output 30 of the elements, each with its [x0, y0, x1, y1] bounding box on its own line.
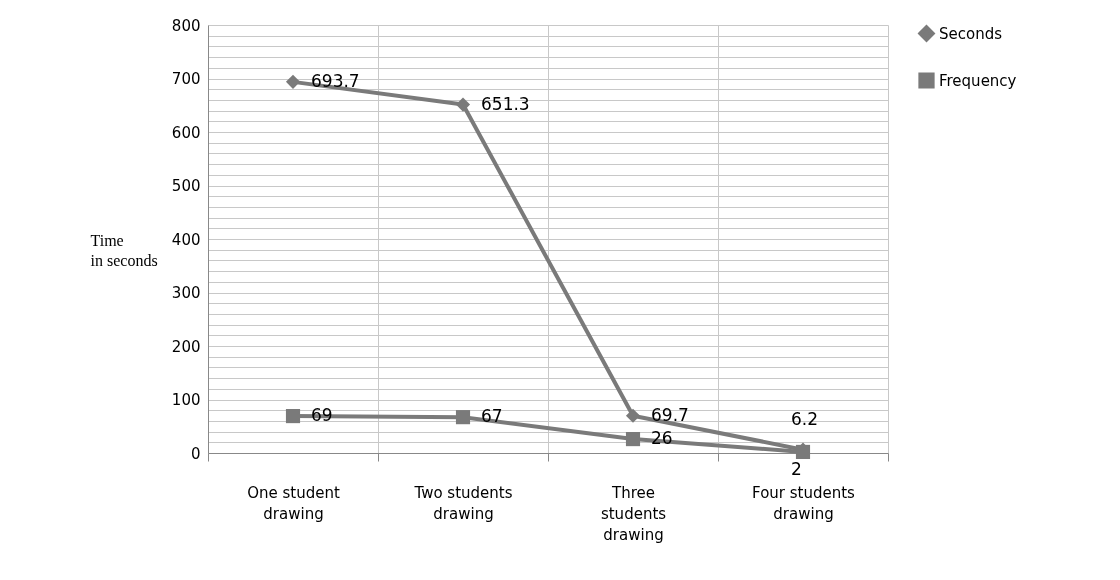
data-label: 693.7: [311, 70, 360, 91]
point: [455, 97, 471, 112]
point: [285, 74, 301, 89]
point: [625, 432, 641, 447]
point: [625, 408, 641, 423]
y-tick-label: 600: [171, 123, 201, 142]
data-label: 69.7: [651, 404, 689, 425]
y-tick-label: 300: [171, 284, 201, 302]
y-axis-title: Time in seconds: [90, 231, 158, 269]
x-tick-label: Two students drawing: [413, 483, 513, 523]
y-tick-label: 200: [171, 337, 201, 356]
y-tick-label: 700: [171, 70, 201, 88]
y-tick-label: 400: [171, 230, 201, 249]
x-tick-label: One student drawing: [247, 483, 340, 523]
data-label: 67: [481, 406, 503, 427]
y-tick-label: 100: [171, 391, 201, 409]
x-tick-label: Four students drawing: [752, 483, 856, 523]
x-tick-label: Three students drawing: [600, 483, 667, 544]
y-tick-label: 0: [190, 444, 201, 463]
data-label: 2: [791, 458, 802, 479]
y-tick-label: 800: [171, 16, 201, 35]
y-tick-label: 500: [171, 177, 201, 195]
point: [455, 410, 471, 425]
legend-label: Frequency: [939, 71, 1017, 90]
point: [285, 409, 301, 424]
legend-label: Seconds: [939, 24, 1003, 43]
data-label: 26: [651, 428, 673, 449]
data-label: 6.2: [791, 408, 819, 429]
data-label: 69: [311, 405, 333, 426]
data-label: 651.3: [481, 93, 530, 114]
